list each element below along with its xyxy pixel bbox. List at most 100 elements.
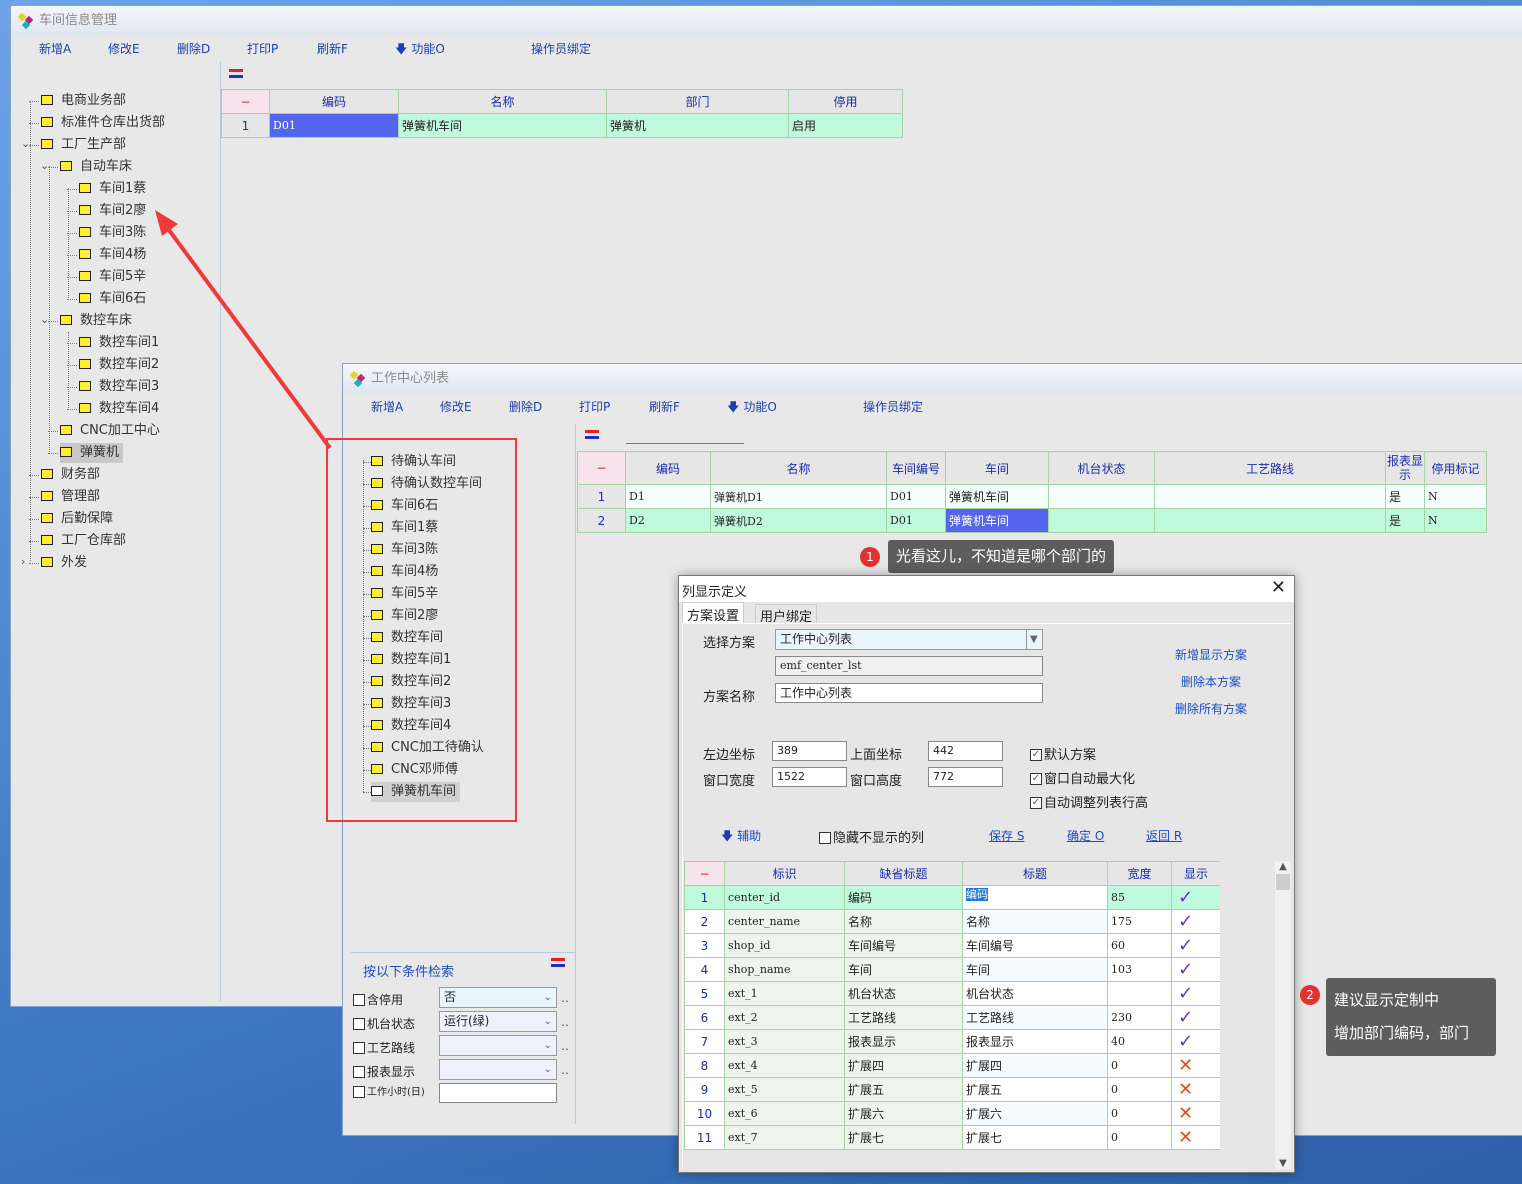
tree-node[interactable]: 车间3陈 [371,540,438,560]
table-cell[interactable]: shop_id [724,933,845,958]
table-cell[interactable]: 扩展五 [844,1077,963,1102]
tree-node[interactable]: 管理部 [41,487,100,507]
operator-binding-button[interactable]: 操作员绑定 [863,400,924,414]
tree-node[interactable]: 待确认车间 [371,452,456,472]
cross-icon[interactable]: ✕ [1178,1127,1194,1148]
table-cell[interactable]: 编码 [844,885,963,910]
tree-node[interactable]: 车间6石 [371,496,438,516]
table-cell[interactable]: ext_4 [724,1053,845,1078]
table-cell[interactable]: ext_2 [724,1005,845,1030]
table-cell[interactable]: 0 [1107,1077,1172,1102]
column-header[interactable]: 缺省标题 [844,861,963,886]
table-cell[interactable]: ✕ [1171,1077,1220,1102]
tree-node[interactable]: 数控车间3 [371,694,451,714]
chevron-down-icon[interactable]: ⌄ [40,159,50,172]
tree-node[interactable]: 车间3陈 [79,223,146,243]
tab-scheme-settings[interactable]: 方案设置 [682,602,745,624]
column-header[interactable]: 显示 [1171,861,1220,886]
table-row[interactable]: 1 D1 弹簧机D1 D01 弹簧机车间 是 N [577,484,1487,509]
column-header[interactable]: 部门 [606,89,789,114]
ok-button[interactable]: 确定 O [1067,829,1105,843]
table-cell[interactable]: ✕ [1171,1053,1220,1078]
table-cell[interactable]: ✕ [1171,1125,1220,1150]
vertical-scrollbar[interactable]: ▲ ▼ [1275,861,1291,1169]
table-cell[interactable]: 工艺路线 [962,1005,1108,1030]
table-cell[interactable]: ✓ [1171,981,1220,1006]
check-icon[interactable]: ✓ [1178,935,1194,956]
table-row[interactable]: 1 center_id 编码 编码 85 ✓ [684,885,1220,910]
swap-icon[interactable] [585,430,599,440]
table-cell[interactable]: 175 [1107,909,1172,934]
delete-all-schemes-link[interactable]: 删除所有方案 [1175,702,1248,716]
scroll-down-icon[interactable]: ▼ [1279,1158,1287,1169]
table-cell[interactable]: 名称 [962,909,1108,934]
more-button[interactable]: ‥ [561,1015,570,1029]
tree-node[interactable]: 弹簧机车间 [371,782,461,802]
search-select[interactable]: 运行(绿) ⌄ [439,1011,557,1032]
table-row[interactable]: 7 ext_3 报表显示 报表显示 40 ✓ [684,1029,1220,1054]
search-select[interactable]: ⌄ [439,1035,557,1056]
search-select[interactable]: ⌄ [439,1059,557,1080]
tree-node[interactable]: 车间4杨 [371,562,438,582]
checkbox[interactable]: ✓ [1030,748,1042,761]
tree-node[interactable]: 财务部 [41,465,100,485]
check-icon[interactable]: ✓ [1178,959,1194,980]
table-row[interactable]: 2 center_name 名称 名称 175 ✓ [684,909,1220,934]
back-button[interactable]: 返回 R [1146,829,1183,843]
table-row[interactable]: 8 ext_4 扩展四 扩展四 0 ✕ [684,1053,1220,1078]
table-cell[interactable]: ✕ [1171,1101,1220,1126]
toolbar-button[interactable]: 打印P [247,40,278,57]
tree-node[interactable]: 车间6石 [79,289,146,309]
column-header[interactable]: 停用标记 [1424,451,1487,485]
cross-icon[interactable]: ✕ [1178,1103,1194,1124]
check-icon[interactable]: ✓ [1178,1007,1194,1028]
table-cell[interactable]: ✓ [1171,885,1220,910]
table-cell[interactable]: 60 [1107,933,1172,958]
height-input[interactable]: 772 [928,767,1003,787]
new-scheme-link[interactable]: 新增显示方案 [1175,648,1248,662]
tree-node[interactable]: 数控车间1 [79,333,159,353]
table-cell[interactable]: ext_6 [724,1101,845,1126]
tree-node[interactable]: 外发 [41,553,87,573]
select-all-header[interactable]: − [577,451,626,485]
table-cell[interactable]: D01 [269,113,399,138]
title-edit-selection[interactable]: 编码 [966,888,988,901]
assist-button[interactable]: 🡇 辅助 [721,827,761,848]
checkbox[interactable] [353,993,365,1006]
scroll-thumb[interactable] [1276,874,1290,890]
option-checkbox[interactable]: ✓ 默认方案 [1030,744,1096,763]
table-cell[interactable]: D2 [625,508,711,533]
table-cell[interactable]: D01 [886,484,946,509]
tree-node[interactable]: 数控车间3 [79,377,159,397]
table-cell[interactable]: 弹簧机车间 [398,113,607,138]
tree-node[interactable]: 数控车间2 [79,355,159,375]
search-field-1[interactable]: 机台状态 [353,1015,415,1032]
chevron-down-icon[interactable]: ⌄ [543,1040,552,1051]
save-button[interactable]: 保存 S [989,829,1025,843]
table-row[interactable]: 2 D2 弹簧机D2 D01 弹簧机车间 是 N [577,508,1487,533]
checkbox[interactable] [353,1065,365,1078]
column-header[interactable]: 标识 [724,861,845,886]
table-cell[interactable]: ext_1 [724,981,845,1006]
tree-node[interactable]: 后勤保障 [41,509,113,529]
left-input[interactable]: 389 [772,741,847,761]
tree-node[interactable]: 车间4杨 [79,245,146,265]
delete-scheme-link[interactable]: 删除本方案 [1181,675,1242,689]
cross-icon[interactable]: ✕ [1178,1079,1194,1100]
table-cell[interactable] [1048,484,1155,509]
table-cell[interactable]: 扩展四 [844,1053,963,1078]
tree-node[interactable]: 车间1蔡 [79,179,146,199]
table-row[interactable]: 10 ext_6 扩展六 扩展六 0 ✕ [684,1101,1220,1126]
table-cell[interactable] [1154,508,1386,533]
table-row[interactable]: 11 ext_7 扩展七 扩展七 0 ✕ [684,1125,1220,1150]
checkbox[interactable] [353,1086,365,1098]
tree-node[interactable]: CNC加工待确认 [371,738,484,758]
checkbox[interactable] [353,1017,365,1030]
table-row[interactable]: 6 ext_2 工艺路线 工艺路线 230 ✓ [684,1005,1220,1030]
search-field-3[interactable]: 报表显示 [353,1063,415,1080]
table-cell[interactable]: 40 [1107,1029,1172,1054]
tab-user-binding[interactable]: 用户绑定 [755,604,818,625]
toolbar-button[interactable]: 删除D [509,398,542,415]
top-input[interactable]: 442 [928,741,1003,761]
option-checkbox[interactable]: ✓ 窗口自动最大化 [1030,768,1135,787]
